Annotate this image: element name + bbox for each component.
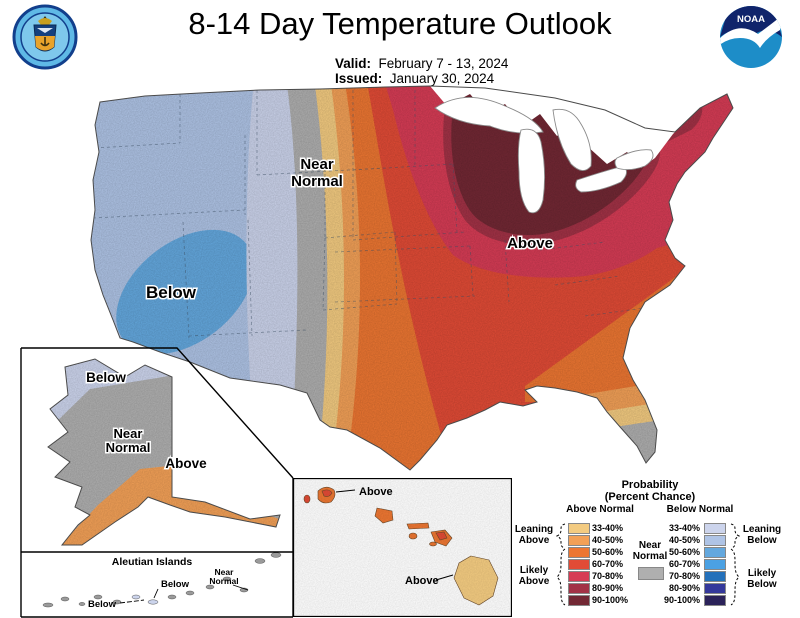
conus-near-normal-label-line1: Near bbox=[300, 156, 334, 173]
aleutian-near-label-line1: Near bbox=[215, 567, 235, 577]
above-range-label: 70-80% bbox=[592, 571, 624, 581]
below-range-label: 40-50% bbox=[668, 535, 700, 545]
aleutian-islands-title: Aleutian Islands bbox=[112, 556, 193, 568]
alaska-above-label: Above bbox=[165, 456, 207, 471]
below-swatch bbox=[704, 535, 726, 546]
legend-row: 80-90% 80-90% bbox=[512, 583, 788, 594]
legend-row: 90-100% 90-100% bbox=[512, 595, 788, 606]
legend-row: 50-60% 50-60% bbox=[512, 547, 788, 558]
above-swatch bbox=[568, 583, 590, 594]
legend-title-line1: Probability bbox=[621, 479, 679, 491]
aleutian-pointer-lines bbox=[119, 584, 249, 604]
legend-above-normal-header: Above Normal bbox=[566, 504, 634, 515]
above-range-label: 80-90% bbox=[592, 583, 624, 593]
legend-row: 40-50% 40-50% bbox=[512, 535, 788, 546]
aleutian-near-label-line2: Normal bbox=[209, 576, 238, 586]
alaska-inset: Below Near Normal Above Aleutian Islands… bbox=[20, 347, 294, 618]
page-title: 8-14 Day Temperature Outlook bbox=[188, 6, 612, 41]
alaska-near-label-line2: Normal bbox=[106, 440, 151, 455]
below-range-label: 90-100% bbox=[663, 595, 700, 605]
leaning-above-label-line1: Leaning bbox=[514, 524, 554, 535]
leaning-below-label-line1: Leaning bbox=[742, 524, 782, 535]
above-swatch bbox=[568, 595, 590, 606]
alaska-coastline bbox=[47, 358, 281, 546]
valid-issued-block: Valid: February 7 - 13, 2024 Issued: Jan… bbox=[335, 56, 509, 86]
hawaii-above-top-label: Above bbox=[359, 486, 393, 498]
above-swatch bbox=[568, 547, 590, 558]
conus-below-label: Below bbox=[146, 283, 197, 302]
below-range-label: 50-60% bbox=[668, 547, 700, 557]
leaning-below-label-line2: Below bbox=[747, 535, 777, 546]
hawaii-pointer-lines bbox=[335, 489, 454, 581]
likely-below-label-line1: Likely bbox=[747, 568, 777, 579]
below-swatch bbox=[704, 559, 726, 570]
legend-row: 60-70% 60-70% bbox=[512, 559, 788, 570]
leaning-above-brace bbox=[555, 523, 566, 549]
above-range-label: 60-70% bbox=[592, 559, 624, 569]
above-swatch bbox=[568, 571, 590, 582]
alaska-below-label: Below bbox=[86, 370, 126, 385]
issued-value: January 30, 2024 bbox=[389, 70, 495, 86]
noaa-logo-text: NOAA bbox=[737, 14, 765, 25]
below-swatch bbox=[704, 583, 726, 594]
above-range-label: 40-50% bbox=[592, 535, 624, 545]
likely-above-label-line2: Above bbox=[518, 576, 550, 587]
conus-near-normal-label-line2: Normal bbox=[291, 173, 343, 190]
legend-row: 70-80% 70-80% bbox=[512, 571, 788, 582]
likely-below-label-line2: Below bbox=[747, 579, 777, 590]
commerce-seal-icon bbox=[12, 4, 78, 70]
legend-near-normal-line1: Near bbox=[638, 540, 662, 551]
issued-label: Issued: bbox=[335, 70, 383, 86]
probability-legend: Probability (Percent Chance) Above Norma… bbox=[512, 478, 800, 618]
aleutian-below-mid-label: Below bbox=[161, 579, 190, 590]
legend-near-normal-line2: Normal bbox=[632, 551, 668, 562]
state-borders bbox=[92, 90, 646, 339]
below-swatch bbox=[704, 523, 726, 534]
above-swatch bbox=[568, 559, 590, 570]
aleutian-below-left-label: Below bbox=[88, 599, 117, 610]
below-swatch bbox=[704, 571, 726, 582]
hawaii-inset: Above Above bbox=[293, 478, 512, 617]
above-swatch bbox=[568, 535, 590, 546]
below-swatch bbox=[704, 595, 726, 606]
valid-value: February 7 - 13, 2024 bbox=[378, 56, 509, 71]
below-range-label: 60-70% bbox=[668, 559, 700, 569]
below-swatch bbox=[704, 547, 726, 558]
legend-row: 33-40% 33-40% bbox=[512, 523, 788, 534]
legend-title-line2: (Percent Chance) bbox=[604, 491, 696, 503]
conus-map: Near Normal Above Below bbox=[90, 85, 734, 471]
conus-above-label: Above bbox=[507, 235, 553, 252]
hawaii-above-bottom-label: Above bbox=[405, 575, 439, 587]
valid-label: Valid: bbox=[335, 56, 372, 71]
below-range-label: 80-90% bbox=[668, 583, 700, 593]
above-range-label: 33-40% bbox=[592, 523, 624, 533]
near-normal-swatch bbox=[638, 567, 664, 580]
noaa-logo: NOAA bbox=[720, 6, 782, 68]
leaning-below-brace bbox=[730, 523, 741, 549]
legend-below-normal-header: Below Normal bbox=[666, 504, 734, 515]
leaning-above-label-line2: Above bbox=[518, 535, 550, 546]
above-range-label: 50-60% bbox=[592, 547, 624, 557]
conus-coastline bbox=[90, 85, 734, 471]
above-swatch bbox=[568, 523, 590, 534]
likely-above-label-line1: Likely bbox=[519, 565, 549, 576]
alaska-near-label-line1: Near bbox=[114, 426, 143, 441]
below-range-label: 70-80% bbox=[668, 571, 700, 581]
above-range-label: 90-100% bbox=[592, 595, 629, 605]
below-range-label: 33-40% bbox=[668, 523, 700, 533]
